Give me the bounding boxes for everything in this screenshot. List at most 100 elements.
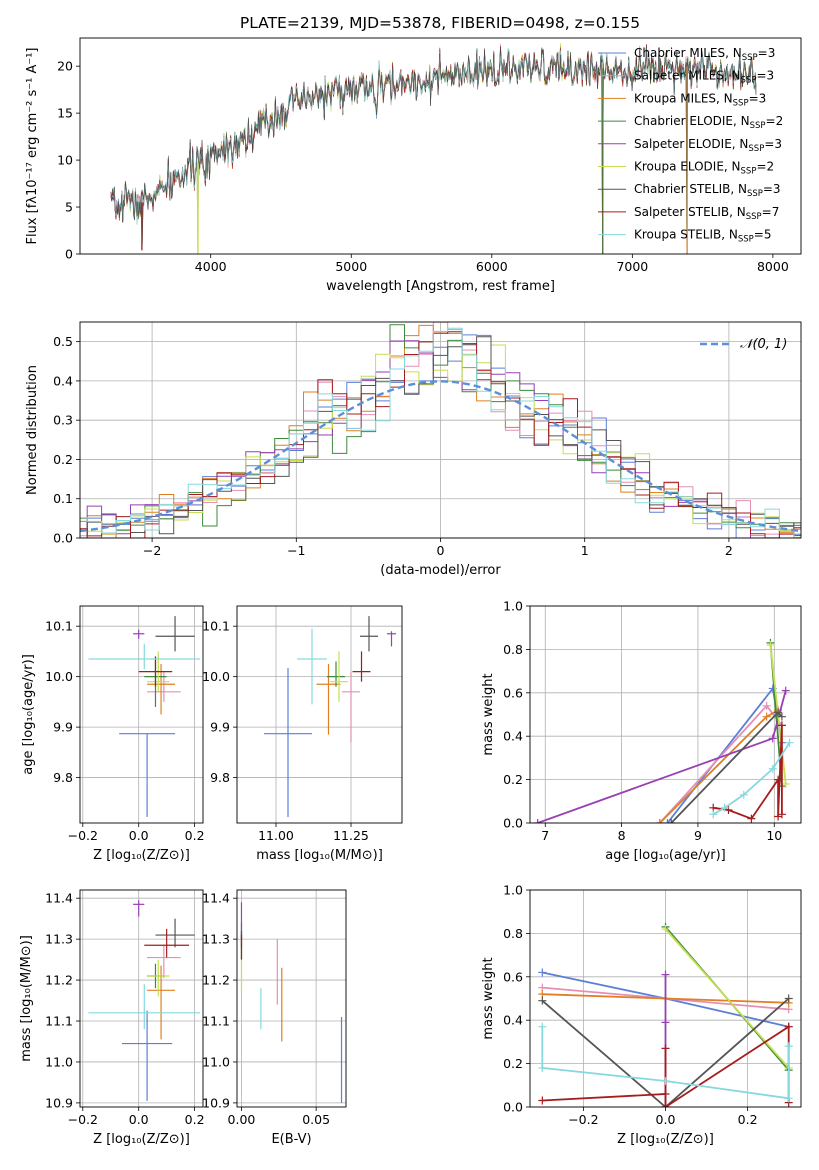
panel-age-vs-mass: 11.00 11.25 9.8 9.9 10.0 10.1 mass [log₁₀(M/M⊙… xyxy=(202,605,403,863)
legend: Chabrier MILES, NSSP=3 Salpeter MILES, NS… xyxy=(598,46,783,245)
grid xyxy=(80,606,203,823)
ticks: −2 −1 0 1 2 0.0 0.1 0.2 0.3 0.4 0.5 xyxy=(53,334,733,558)
y-axis-label: Normed distribution xyxy=(25,365,40,495)
error-bars xyxy=(264,616,396,817)
y-tick-label: 0.4 xyxy=(53,373,73,388)
y-tick-label: 11.3 xyxy=(45,932,73,947)
legend-subscript: SSP xyxy=(738,235,754,245)
legend-subscript: SSP xyxy=(746,212,762,222)
error-bars xyxy=(88,616,201,817)
x-tick-label: −0.2 xyxy=(568,1112,598,1127)
plot-frame xyxy=(236,889,347,1108)
point-salpeter-elodie xyxy=(387,631,396,647)
series-marker xyxy=(538,996,547,1005)
series-marker xyxy=(762,712,771,721)
series-marker xyxy=(774,775,783,784)
legend-subscript: SSP xyxy=(747,189,763,199)
x-tick-label: 0.0 xyxy=(129,1112,149,1127)
weight-lines xyxy=(538,922,793,1107)
plot-frame xyxy=(79,321,802,539)
point-chabrier-miles xyxy=(121,1010,173,1101)
y-tick-label: 11.2 xyxy=(45,973,73,988)
y-tick-label: 1.0 xyxy=(503,599,523,614)
legend-subscript: SSP xyxy=(741,167,757,177)
legend-subscript: SSP xyxy=(742,53,758,63)
series-marker xyxy=(661,1076,670,1085)
spectrum-data xyxy=(110,46,757,223)
x-tick-label: 7 xyxy=(541,828,549,843)
point-salpeter-miles xyxy=(342,671,360,743)
y-tick-label: 0.0 xyxy=(53,531,73,546)
x-axis-label: mass [log₁₀(M/M⊙)] xyxy=(256,848,383,863)
panel-residuals: −2 −1 0 1 2 0.0 0.1 0.2 0.3 0.4 0.5 (data-model)/er… xyxy=(25,321,802,578)
point-chabrier-stelib xyxy=(155,616,195,652)
y-tick-label: 0.3 xyxy=(53,413,73,428)
x-axis-label: Z [log₁₀(Z/Z⊙)] xyxy=(93,1132,190,1147)
histograms xyxy=(80,322,801,538)
series-salpeter-stelib xyxy=(709,721,786,823)
y-tick-label: 10.0 xyxy=(45,669,73,684)
histogram-salpeter-stelib xyxy=(80,331,801,538)
point-kroupa-miles xyxy=(316,664,341,735)
y-tick-label: 11.0 xyxy=(202,1054,230,1069)
y-tick-label: 0.8 xyxy=(503,926,523,941)
legend-label-kroupa-elodie: Kroupa ELODIE, NSSP=2 xyxy=(634,160,774,177)
point-salpeter-stelib xyxy=(352,651,371,682)
legend-suffix: =3 xyxy=(749,91,767,105)
series-marker xyxy=(781,779,790,788)
point-salpeter-elodie xyxy=(133,900,145,917)
x-axis-label: (data-model)/error xyxy=(380,563,501,578)
x-tick-label: 2 xyxy=(725,543,733,558)
series-marker xyxy=(777,712,786,721)
y-tick-label: 0 xyxy=(65,247,73,262)
x-tick-label: −0.2 xyxy=(68,828,98,843)
x-tick-label: 7000 xyxy=(616,259,648,274)
y-tick-label: 11.2 xyxy=(202,973,230,988)
point-kroupa-stelib xyxy=(88,984,201,1030)
point-kroupa-stelib xyxy=(88,643,201,670)
x-tick-label: 11.25 xyxy=(333,828,369,843)
point-chabrier-stelib xyxy=(360,616,378,652)
plot-frame xyxy=(529,605,802,824)
point-chabrier-miles xyxy=(264,668,312,817)
series-marker xyxy=(709,810,718,819)
x-tick-label: 0.2 xyxy=(738,1112,758,1127)
legend-suffix: =2 xyxy=(756,160,774,174)
y-tick-label: 0.5 xyxy=(53,334,73,349)
series-marker xyxy=(661,925,670,934)
x-tick-label: −0.2 xyxy=(68,1112,98,1127)
panel-spectrum: 4000 5000 6000 7000 8000 0 5 10 15 20 wavelength [… xyxy=(25,37,802,294)
series-marker xyxy=(661,970,670,979)
x-tick-label: 1 xyxy=(581,543,589,558)
y-tick-label: 11.1 xyxy=(45,1014,73,1029)
legend-suffix: =7 xyxy=(762,205,780,219)
series-chabrier-stelib xyxy=(667,708,786,823)
series-marker xyxy=(777,810,786,819)
y-tick-label: 0.6 xyxy=(503,969,523,984)
x-tick-label: 0.2 xyxy=(185,828,205,843)
legend-suffix: =2 xyxy=(766,114,784,128)
y-tick-label: 0.4 xyxy=(503,1013,523,1028)
series-marker xyxy=(538,1063,547,1072)
series-line xyxy=(541,997,790,1107)
y-tick-label: 9.9 xyxy=(53,720,73,735)
legend-label-chabrier-miles: Chabrier MILES, NSSP=3 xyxy=(634,46,775,63)
point-chabrier-miles xyxy=(119,733,176,817)
legend-label-kroupa-stelib: Kroupa STELIB, NSSP=5 xyxy=(634,228,772,245)
ticks: 7 8 9 10 0.0 0.2 0.4 0.6 0.8 1.0 xyxy=(503,599,782,844)
series-marker xyxy=(667,819,676,823)
series-marker xyxy=(661,1018,670,1027)
y-tick-label: 0.1 xyxy=(53,491,73,506)
spectrum-lines xyxy=(110,42,757,254)
legend-suffix: =3 xyxy=(763,182,781,196)
legend-suffix: =3 xyxy=(764,137,782,151)
series-marker xyxy=(762,701,771,710)
x-tick-label: 0.2 xyxy=(185,1112,205,1127)
ticks: 11.00 11.25 9.8 9.9 10.0 10.1 xyxy=(202,619,369,843)
legend-label-salpeter-elodie: Salpeter ELODIE, NSSP=3 xyxy=(634,137,782,154)
series-marker xyxy=(661,1089,670,1098)
y-tick-label: 10.9 xyxy=(45,1095,73,1110)
series-salpeter-elodie xyxy=(533,686,790,823)
plot-frame xyxy=(79,37,802,255)
